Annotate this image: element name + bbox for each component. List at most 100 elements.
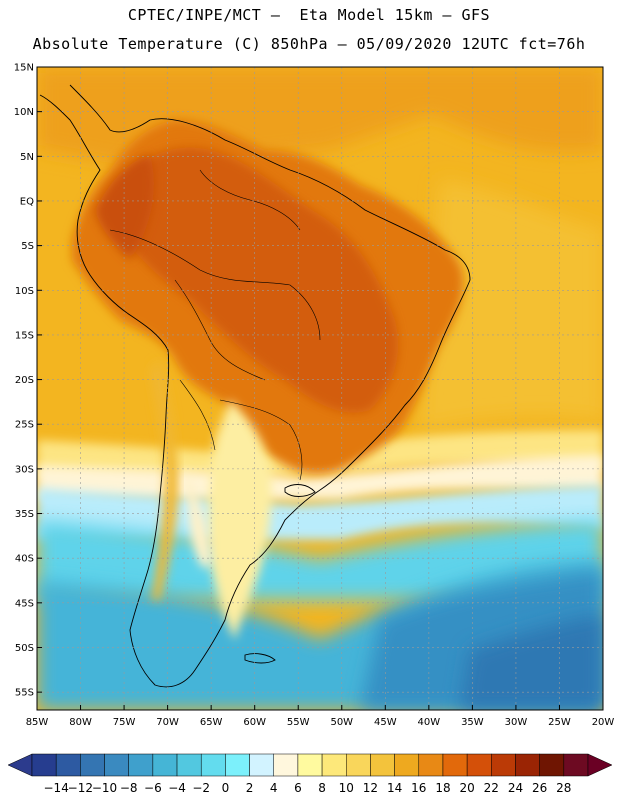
lon-label: 55W	[287, 717, 310, 728]
colorbar-label: −8	[120, 781, 138, 795]
colorbar-swatch	[55, 753, 81, 777]
lon-label: 80W	[69, 717, 92, 728]
colorbar-swatch	[563, 753, 589, 777]
colorbar-swatch	[418, 753, 444, 777]
lat-label: 10S	[15, 286, 34, 297]
lon-label: 85W	[26, 717, 49, 728]
temperature-field	[37, 67, 603, 710]
lat-label: 45S	[15, 598, 34, 609]
colorbar-swatch	[346, 753, 371, 777]
map-frame	[36, 66, 604, 711]
lon-label: 30W	[505, 717, 528, 728]
colorbar-swatch	[31, 753, 57, 777]
colorbar-label: 16	[411, 781, 426, 795]
colorbar-label: 20	[459, 781, 474, 795]
border-paraguay	[219, 399, 303, 481]
colorbar-left-arrow	[7, 753, 33, 777]
lat-label: 50S	[15, 643, 34, 654]
colorbar: −14−12−10 −8 −6 −4 −2 0 2 4 6 8 10 12 14 16 18 20 22 24 26…	[7, 753, 613, 795]
colorbar-label: 18	[435, 781, 450, 795]
lat-label: 5S	[21, 241, 34, 252]
lon-label: 20W	[592, 717, 615, 728]
colorbar-label: −4	[168, 781, 186, 795]
lat-label: EQ	[20, 196, 34, 207]
lon-label: 25W	[548, 717, 571, 728]
border-andes	[179, 379, 216, 451]
lon-label: 40W	[418, 717, 441, 728]
lat-label: 25S	[15, 420, 34, 431]
lat-label: 15S	[15, 330, 34, 341]
colorbar-swatch	[200, 753, 226, 777]
colorbar-label: 8	[318, 781, 326, 795]
colorbar-swatch	[370, 753, 395, 777]
lon-label: 50W	[330, 717, 353, 728]
longitude-labels: 85W 80W 75W 70W 65W 60W 55W 50W 45W 40W 35W 30W 25W 2…	[26, 705, 615, 728]
colorbar-swatch	[466, 753, 492, 777]
lat-label: 20S	[15, 375, 34, 386]
lon-label: 60W	[243, 717, 266, 728]
latitude-labels: 15N 10N 5N EQ 5S 10S 15S 20S 25S 30S 35S 40S 45S 50S 5…	[14, 63, 42, 699]
colorbar-label: −14	[44, 781, 69, 795]
lat-label: 5N	[20, 152, 34, 163]
country-borders	[109, 169, 321, 481]
colorbar-swatch	[152, 753, 178, 777]
colorbar-swatch	[80, 753, 105, 777]
colorbar-label: 0	[222, 781, 230, 795]
graticule	[36, 66, 604, 710]
colorbar-swatch	[249, 753, 274, 777]
colorbar-swatch	[491, 753, 516, 777]
colorbar-right-arrow	[587, 753, 613, 777]
lon-label: 45W	[374, 717, 397, 728]
lat-label: 55S	[15, 688, 34, 699]
border-central	[174, 279, 266, 381]
south-america-coast	[39, 84, 471, 688]
lon-label: 35W	[461, 717, 484, 728]
colorbar-label: 12	[363, 781, 378, 795]
colorbar-label: 14	[387, 781, 402, 795]
band-light-cyan	[37, 485, 603, 540]
colorbar-label: 4	[270, 781, 278, 795]
colorbar-swatch	[539, 753, 565, 777]
lon-label: 65W	[200, 717, 223, 728]
colorbar-swatch	[321, 753, 347, 777]
land-hot	[110, 147, 399, 413]
andes-strip	[150, 360, 179, 600]
colorbar-label: −2	[192, 781, 210, 795]
band-cyan	[37, 520, 603, 600]
rio-de-la-plata	[284, 484, 316, 497]
patagonia-cream	[185, 470, 212, 569]
band-east-ocean	[420, 180, 603, 430]
lon-label: 70W	[156, 717, 179, 728]
colorbar-swatch	[128, 753, 154, 777]
band-cream	[37, 455, 603, 500]
colorbar-label: −12	[68, 781, 93, 795]
lat-label: 35S	[15, 509, 34, 520]
argentina-warm-tongue	[207, 400, 272, 640]
band-deepest-blue	[460, 615, 603, 710]
colorbar-swatch	[225, 753, 250, 777]
colorbar-label: 26	[532, 781, 547, 795]
colorbar-swatch	[104, 753, 129, 777]
colorbar-swatch	[273, 753, 299, 777]
border-venezuela	[199, 169, 301, 231]
chart-title-line2: Absolute Temperature (C) 850hPa – 05/09/…	[32, 35, 586, 53]
colorbar-label: 6	[294, 781, 302, 795]
border-north	[109, 229, 321, 341]
colorbar-label: 22	[484, 781, 499, 795]
lat-label: 40S	[15, 554, 34, 565]
colorbar-label: 2	[246, 781, 254, 795]
colorbar-swatch	[297, 753, 323, 777]
colorbar-label: −6	[144, 781, 162, 795]
colorbar-swatch	[176, 753, 202, 777]
colorbar-swatch	[442, 753, 468, 777]
colorbar-label: 10	[339, 781, 354, 795]
chart-title-line1: CPTEC/INPE/MCT – Eta Model 15km – GFS	[127, 6, 491, 24]
colorbar-label: 24	[508, 781, 523, 795]
colorbar-label: 28	[556, 781, 571, 795]
colorbar-label: −10	[92, 781, 117, 795]
lat-label: 10N	[14, 107, 34, 118]
land-hot-northwest	[95, 155, 154, 260]
lat-label: 30S	[15, 464, 34, 475]
lon-label: 75W	[113, 717, 136, 728]
